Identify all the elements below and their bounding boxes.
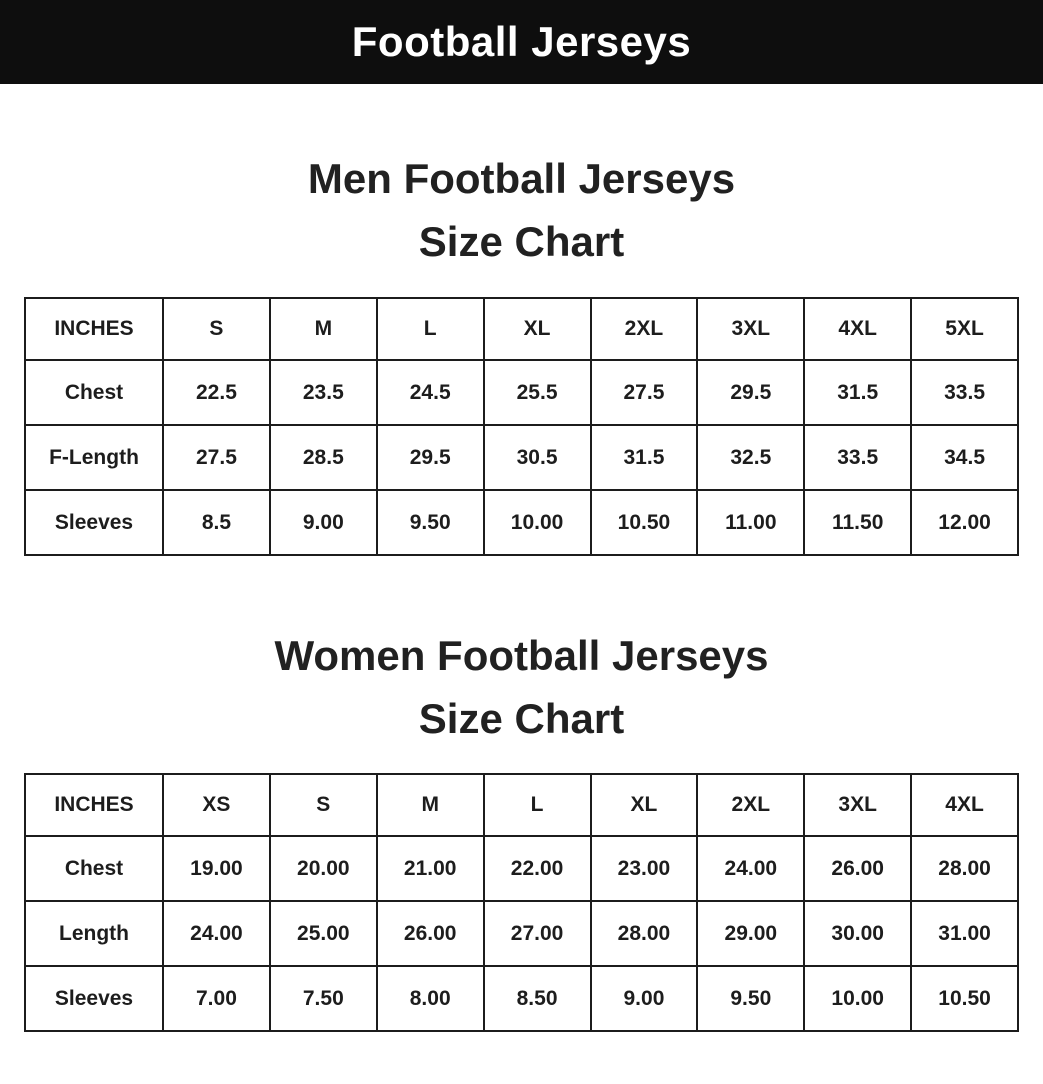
measurement-cell: 8.5 (162, 489, 271, 556)
table-size-header: 5XL (910, 297, 1019, 361)
measurement-cell: 22.5 (162, 359, 271, 426)
row-label: F-Length (24, 424, 164, 491)
measurement-cell: 27.00 (482, 900, 592, 967)
measurement-cell: 32.5 (696, 424, 806, 491)
measurement-cell: 11.50 (803, 489, 913, 556)
measurement-cell: 23.5 (268, 359, 378, 426)
measurement-cell: 24.5 (375, 359, 485, 426)
row-label: Length (24, 900, 164, 967)
table-unit-header: INCHES (24, 773, 164, 837)
measurement-cell: 26.00 (375, 900, 485, 967)
measurement-cell: 9.50 (696, 965, 806, 1032)
measurement-cell: 27.5 (589, 359, 699, 426)
measurement-cell: 9.00 (589, 965, 699, 1032)
table-size-header: M (268, 297, 378, 361)
table-row: Length 24.00 25.00 26.00 27.00 28.00 29.00 30.0… (24, 900, 1019, 967)
measurement-cell: 34.5 (910, 424, 1019, 491)
measurement-cell: 30.00 (803, 900, 913, 967)
measurement-cell: 20.00 (268, 835, 378, 902)
measurement-cell: 24.00 (696, 835, 806, 902)
men-size-chart-table: INCHES S M L XL 2XL 3XL 4XL 5XL Chest 22.5 23.5 24.5… (24, 297, 1019, 556)
women-section-heading: Women Football Jerseys Size Chart (0, 624, 1043, 750)
measurement-cell: 9.00 (268, 489, 378, 556)
measurement-cell: 23.00 (589, 835, 699, 902)
page-title: Football Jerseys (351, 18, 692, 65)
table-size-header: M (375, 773, 485, 837)
women-heading-line2: Size Chart (418, 695, 625, 742)
measurement-cell: 29.00 (696, 900, 806, 967)
measurement-cell: 10.50 (589, 489, 699, 556)
row-label: Chest (24, 835, 164, 902)
table-size-header: 3XL (696, 297, 806, 361)
row-label: Sleeves (24, 965, 164, 1032)
men-heading-line1: Men Football Jerseys (307, 155, 736, 202)
measurement-cell: 22.00 (482, 835, 592, 902)
measurement-cell: 11.00 (696, 489, 806, 556)
row-label: Chest (24, 359, 164, 426)
table-size-header: XL (482, 297, 592, 361)
measurement-cell: 29.5 (696, 359, 806, 426)
table-size-header: S (162, 297, 271, 361)
women-heading-line1: Women Football Jerseys (274, 632, 769, 679)
table-row: Chest 19.00 20.00 21.00 22.00 23.00 24.00 26.00… (24, 835, 1019, 902)
measurement-cell: 29.5 (375, 424, 485, 491)
measurement-cell: 8.00 (375, 965, 485, 1032)
table-row: F-Length 27.5 28.5 29.5 30.5 31.5 32.5 33.5 34.5 (24, 424, 1019, 491)
table-size-header: XL (589, 773, 699, 837)
measurement-cell: 7.50 (268, 965, 378, 1032)
measurement-cell: 10.00 (482, 489, 592, 556)
measurement-cell: 27.5 (162, 424, 271, 491)
table-size-header: L (482, 773, 592, 837)
measurement-cell: 33.5 (803, 424, 913, 491)
title-bar: Football Jerseys (0, 0, 1043, 84)
measurement-cell: 7.00 (162, 965, 271, 1032)
men-section-heading: Men Football Jerseys Size Chart (0, 147, 1043, 273)
table-header-row: INCHES S M L XL 2XL 3XL 4XL 5XL (24, 297, 1019, 361)
measurement-cell: 31.5 (589, 424, 699, 491)
table-unit-header: INCHES (24, 297, 164, 361)
measurement-cell: 21.00 (375, 835, 485, 902)
women-size-chart-table: INCHES XS S M L XL 2XL 3XL 4XL Chest 19.00 20.00 21.… (24, 773, 1019, 1032)
measurement-cell: 30.5 (482, 424, 592, 491)
measurement-cell: 28.5 (268, 424, 378, 491)
table-size-header: XS (162, 773, 271, 837)
measurement-cell: 28.00 (589, 900, 699, 967)
table-size-header: 4XL (803, 297, 913, 361)
men-heading-line2: Size Chart (418, 218, 625, 265)
table-size-header: S (268, 773, 378, 837)
measurement-cell: 31.00 (910, 900, 1019, 967)
table-size-header: 4XL (910, 773, 1019, 837)
measurement-cell: 9.50 (375, 489, 485, 556)
table-row: Chest 22.5 23.5 24.5 25.5 27.5 29.5 31.5 33.5 (24, 359, 1019, 426)
measurement-cell: 10.50 (910, 965, 1019, 1032)
table-size-header: 3XL (803, 773, 913, 837)
measurement-cell: 33.5 (910, 359, 1019, 426)
measurement-cell: 28.00 (910, 835, 1019, 902)
table-header-row: INCHES XS S M L XL 2XL 3XL 4XL (24, 773, 1019, 837)
measurement-cell: 31.5 (803, 359, 913, 426)
measurement-cell: 19.00 (162, 835, 271, 902)
measurement-cell: 10.00 (803, 965, 913, 1032)
measurement-cell: 25.00 (268, 900, 378, 967)
measurement-cell: 24.00 (162, 900, 271, 967)
table-size-header: 2XL (696, 773, 806, 837)
measurement-cell: 25.5 (482, 359, 592, 426)
table-row: Sleeves 8.5 9.00 9.50 10.00 10.50 11.00 11.50 12… (24, 489, 1019, 556)
measurement-cell: 26.00 (803, 835, 913, 902)
table-row: Sleeves 7.00 7.50 8.00 8.50 9.00 9.50 10.00 10.5… (24, 965, 1019, 1032)
row-label: Sleeves (24, 489, 164, 556)
table-size-header: 2XL (589, 297, 699, 361)
measurement-cell: 12.00 (910, 489, 1019, 556)
measurement-cell: 8.50 (482, 965, 592, 1032)
table-size-header: L (375, 297, 485, 361)
